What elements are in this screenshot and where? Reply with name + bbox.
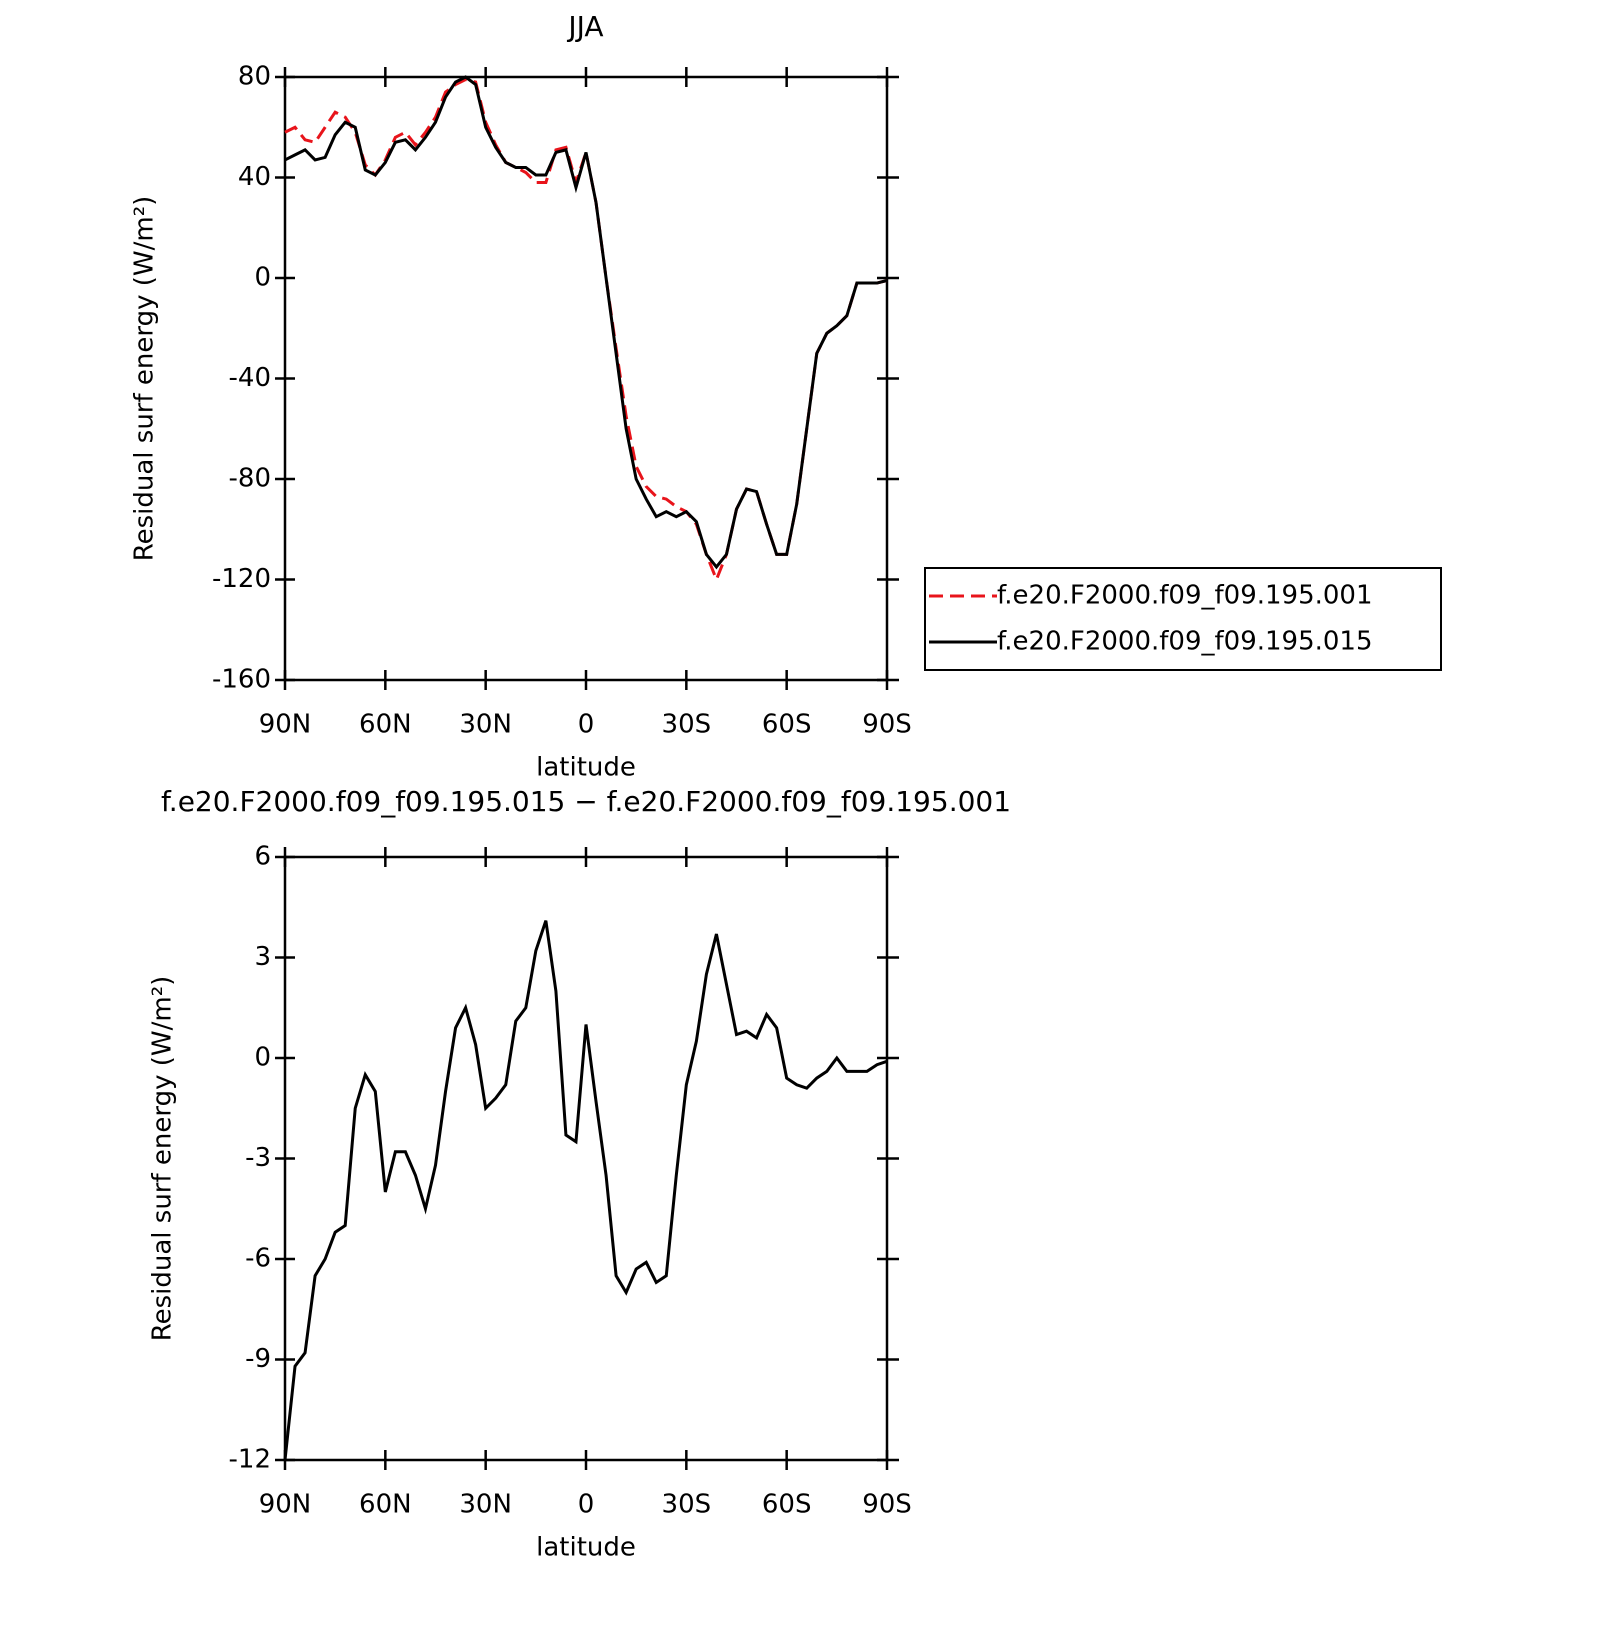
x-tick-label: 60N <box>359 1490 412 1520</box>
x-tick-label: 0 <box>578 1490 595 1520</box>
data-line <box>283 920 888 1461</box>
y-tick-label: 0 <box>254 1043 271 1073</box>
x-tick-label: 90S <box>862 710 912 740</box>
y-tick-label: 80 <box>238 62 271 92</box>
x-tick-label: 0 <box>578 710 595 740</box>
data-line <box>284 75 888 570</box>
y-axis-label: Residual surf energy (W/m²) <box>148 976 178 1342</box>
legend-box <box>924 567 1442 671</box>
y-tick-label: -120 <box>212 564 271 594</box>
x-tick-label: 90S <box>862 1490 912 1520</box>
x-tick-label: 60N <box>359 710 412 740</box>
x-tick-label: 30N <box>459 710 512 740</box>
y-tick-label: -6 <box>245 1244 271 1274</box>
y-tick-label: -80 <box>229 464 271 494</box>
plot-frame <box>283 855 889 1462</box>
y-axis-label: Residual surf energy (W/m²) <box>130 196 160 562</box>
y-tick-label: -12 <box>229 1445 271 1475</box>
y-tick-label: 0 <box>254 263 271 293</box>
y-tick-label: -9 <box>245 1344 271 1374</box>
chart-title: f.e20.F2000.f09_f09.195.015 − f.e20.F200… <box>161 785 1011 818</box>
x-tick-label: 90N <box>259 1490 312 1520</box>
x-tick-label: 60S <box>762 710 812 740</box>
y-tick-label: 3 <box>254 942 271 972</box>
y-tick-label: -40 <box>229 363 271 393</box>
y-tick-label: -3 <box>245 1143 271 1173</box>
chart-title: JJA <box>566 10 603 43</box>
y-tick-label: -160 <box>212 665 271 695</box>
x-axis-label: latitude <box>536 1533 636 1563</box>
y-tick-label: 6 <box>254 842 271 872</box>
x-tick-label: 30S <box>662 1490 712 1520</box>
legend-label: f.e20.F2000.f09_f09.195.001 <box>997 581 1373 611</box>
x-tick-label: 90N <box>259 710 312 740</box>
legend-label: f.e20.F2000.f09_f09.195.015 <box>997 627 1373 657</box>
x-tick-label: 60S <box>762 1490 812 1520</box>
y-tick-label: 40 <box>238 162 271 192</box>
x-tick-label: 30N <box>459 1490 512 1520</box>
x-axis-label: latitude <box>536 753 636 783</box>
plot-frame <box>283 75 889 682</box>
x-tick-label: 30S <box>662 710 712 740</box>
